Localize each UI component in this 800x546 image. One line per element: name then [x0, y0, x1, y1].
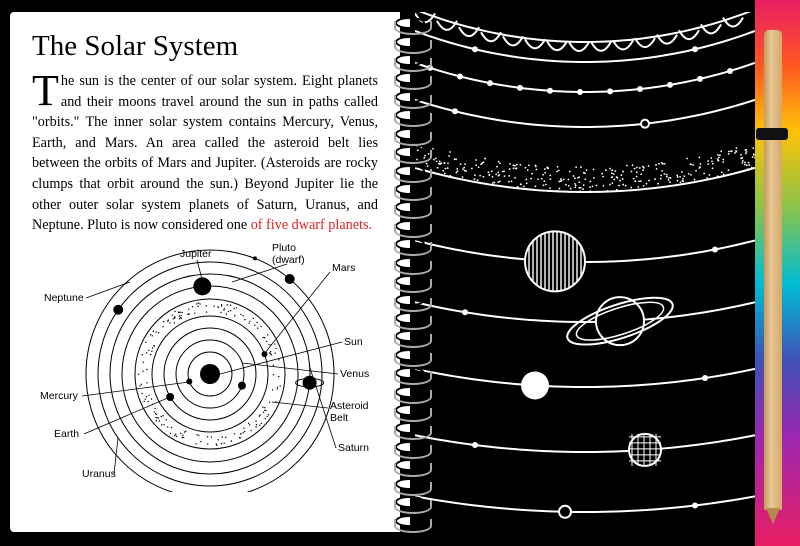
page-title: The Solar System: [32, 30, 378, 63]
planet-label: Asteroid Belt: [330, 400, 369, 424]
planet-label: Earth: [54, 428, 79, 440]
elastic-strap: [756, 128, 788, 140]
planet-label: Pluto (dwarf): [272, 242, 305, 266]
wooden-stylus: [764, 30, 782, 510]
planet-label: Uranus: [82, 468, 116, 480]
body-paragraph: The sun is the center of our solar syste…: [32, 71, 378, 236]
planet-label: Sun: [344, 336, 363, 348]
left-page: The Solar System The sun is the center o…: [10, 12, 400, 532]
scratch-page: [415, 12, 755, 532]
body-highlight: of five dwarf planets.: [251, 217, 372, 233]
planet-label: Neptune: [44, 292, 84, 304]
planet-label: Mercury: [40, 390, 78, 402]
planet-label: Saturn: [338, 442, 369, 454]
body-main: he sun is the center of our solar system…: [32, 73, 378, 233]
drop-cap: T: [32, 73, 61, 109]
solar-system-diagram: Pluto (dwarf) Jupiter Mars Neptune Sun Venus A…: [32, 242, 378, 492]
planet-label: Mars: [332, 262, 355, 274]
spiral-binding: [395, 14, 429, 530]
planet-label: Venus: [340, 368, 369, 380]
planet-label: Jupiter: [180, 248, 212, 260]
